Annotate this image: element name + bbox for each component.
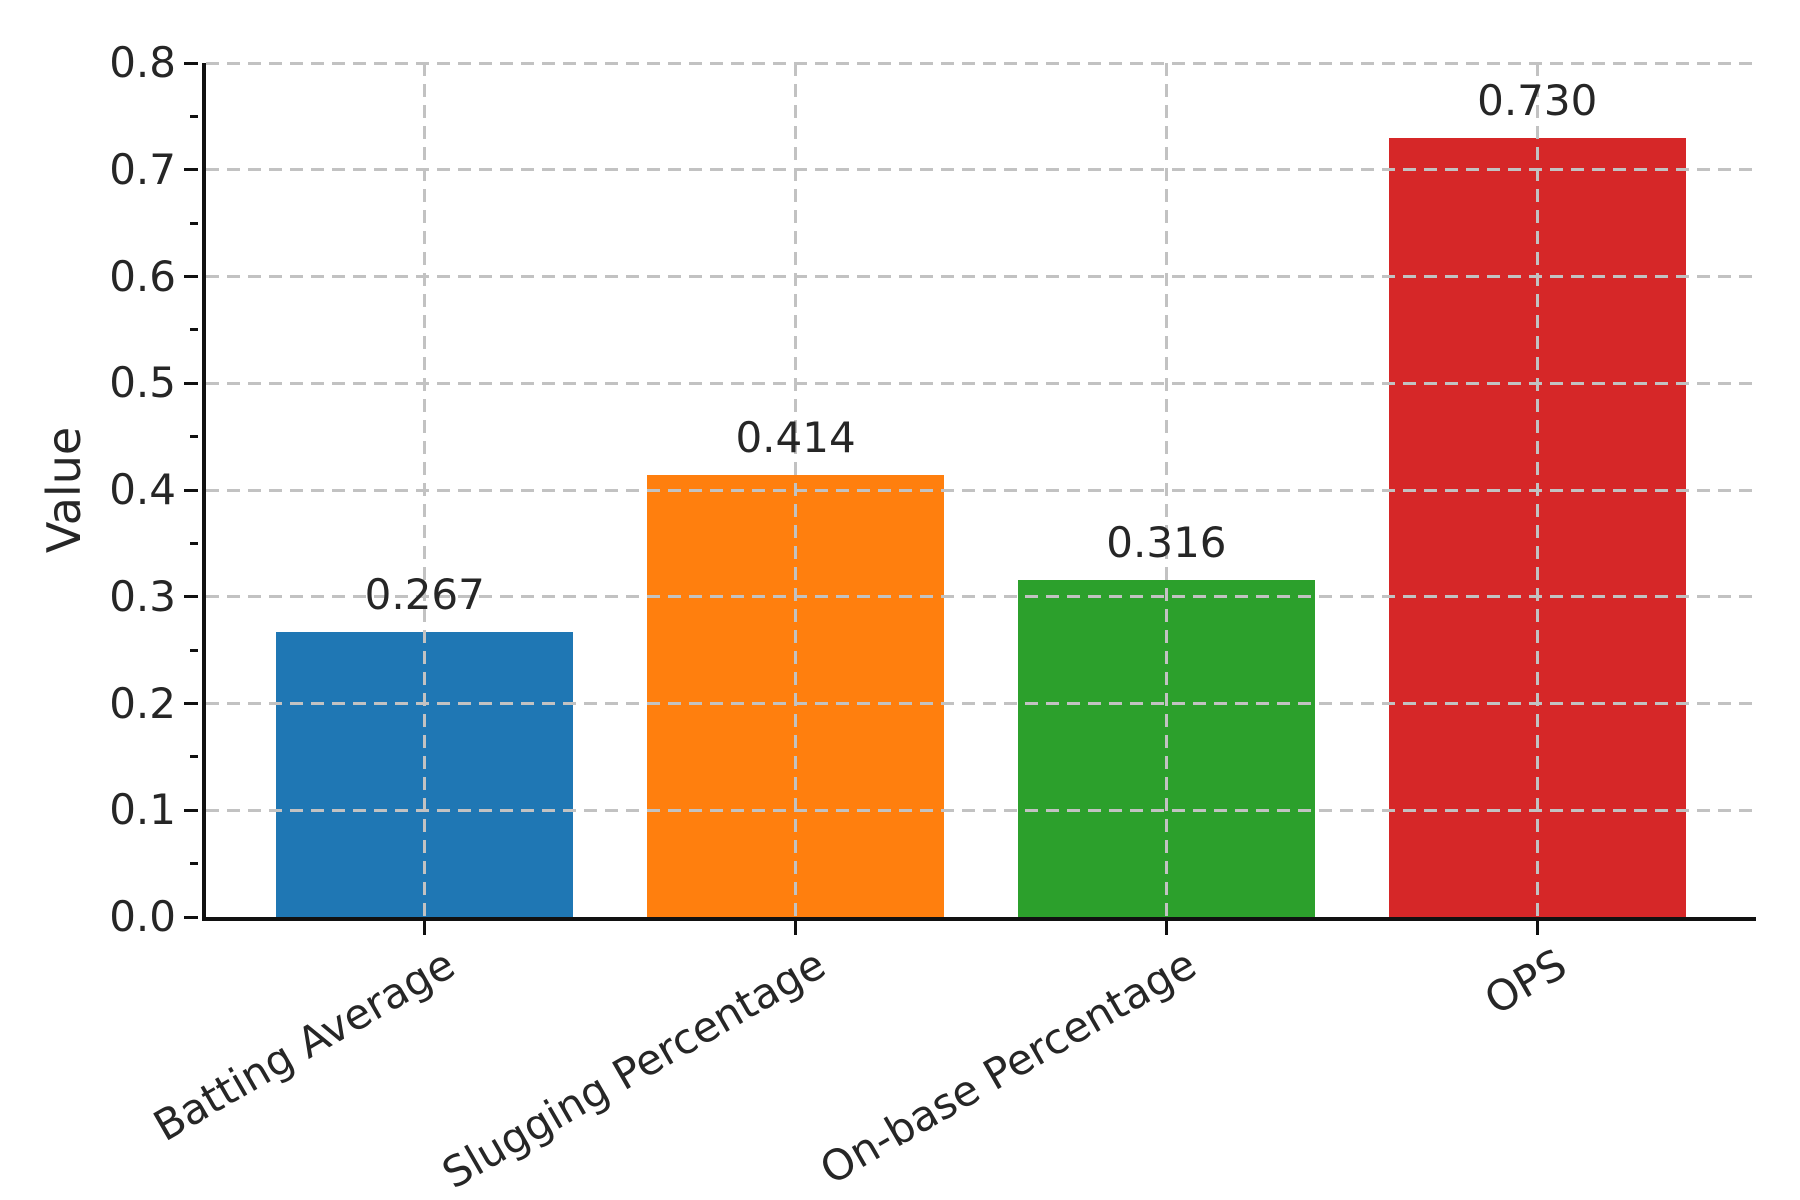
x-tick [1164,921,1168,935]
y-tick-minor [190,755,198,759]
y-tick-label: 0.0 [109,892,176,941]
y-gridline [206,702,1756,705]
y-tick-minor [190,648,198,652]
y-tick-minor [190,328,198,332]
y-tick [184,915,198,919]
x-tick-label-ops: OPS [1476,939,1575,1025]
y-tick [184,702,198,705]
y-gridline [206,61,1756,65]
y-tick [184,488,198,492]
x-tick [1535,921,1539,935]
x-gridline [423,63,427,917]
bar-value-label: 0.414 [735,413,856,463]
y-tick-minor [190,435,198,439]
x-tick [423,921,427,935]
y-gridline [206,488,1756,492]
y-gridline [206,381,1756,385]
y-tick [184,808,198,812]
x-gridline [1164,63,1168,917]
y-gridline [206,168,1756,172]
y-tick-label: 0.5 [109,358,176,408]
bar-value-label: 0.267 [364,569,485,619]
plot-area: 0.0 0.1 0.2 0.3 0.4 0.5 0.6 0.7 0.8 Batting Avera… [109,42,1756,1198]
y-gridline [206,595,1756,599]
y-tick-label: 0.1 [109,785,176,835]
y-tick-minor [190,541,198,545]
y-tick-label: 0.7 [109,144,176,194]
y-gridline [206,808,1756,812]
y-tick-minor [190,114,198,118]
y-axis-spine [202,63,206,921]
y-tick [184,168,198,172]
x-axis-spine [202,917,1756,921]
y-tick-minor [190,221,198,225]
x-gridline [1535,63,1539,917]
y-tick [184,61,198,65]
bar-value-label: 0.730 [1477,75,1598,125]
y-tick-label: 0.4 [109,465,176,514]
y-tick [184,275,198,278]
y-tick-label: 0.2 [109,678,176,728]
y-tick-minor [190,862,198,866]
x-tick-label-on-base-percentage: On-base Percentage [811,939,1204,1194]
y-gridline [206,275,1756,278]
x-gridline [794,63,798,917]
bar-value-label: 0.316 [1106,517,1227,567]
x-tick-label-batting-average: Batting Average [144,939,463,1151]
y-tick [184,595,198,599]
y-tick-label: 0.8 [109,38,176,87]
y-tick-label: 0.6 [109,251,176,301]
y-tick-label: 0.3 [109,571,176,621]
x-tick-label-slugging-percentage: Slugging Percentage [433,939,834,1199]
x-tick [794,921,798,935]
y-tick [184,381,198,385]
